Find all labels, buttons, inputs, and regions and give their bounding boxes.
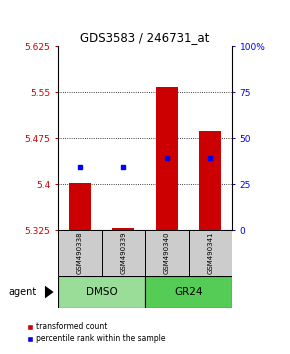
- Legend: transformed count, percentile rank within the sample: transformed count, percentile rank withi…: [27, 322, 166, 343]
- Bar: [58, 276, 145, 308]
- Bar: [58, 230, 102, 276]
- Text: GSM490339: GSM490339: [120, 232, 126, 274]
- Text: GR24: GR24: [174, 287, 203, 297]
- Bar: [145, 230, 188, 276]
- Bar: [113, 228, 134, 230]
- Bar: [102, 230, 145, 276]
- Text: GSM490340: GSM490340: [164, 232, 170, 274]
- Bar: [188, 230, 232, 276]
- Bar: [69, 183, 90, 230]
- Bar: [200, 131, 221, 230]
- Polygon shape: [45, 286, 54, 298]
- Text: DMSO: DMSO: [86, 287, 117, 297]
- Text: GDS3583 / 246731_at: GDS3583 / 246731_at: [80, 31, 210, 44]
- Bar: [145, 276, 232, 308]
- Text: GSM490338: GSM490338: [77, 232, 83, 274]
- Text: agent: agent: [9, 287, 37, 297]
- Bar: [156, 87, 177, 230]
- Text: GSM490341: GSM490341: [207, 232, 213, 274]
